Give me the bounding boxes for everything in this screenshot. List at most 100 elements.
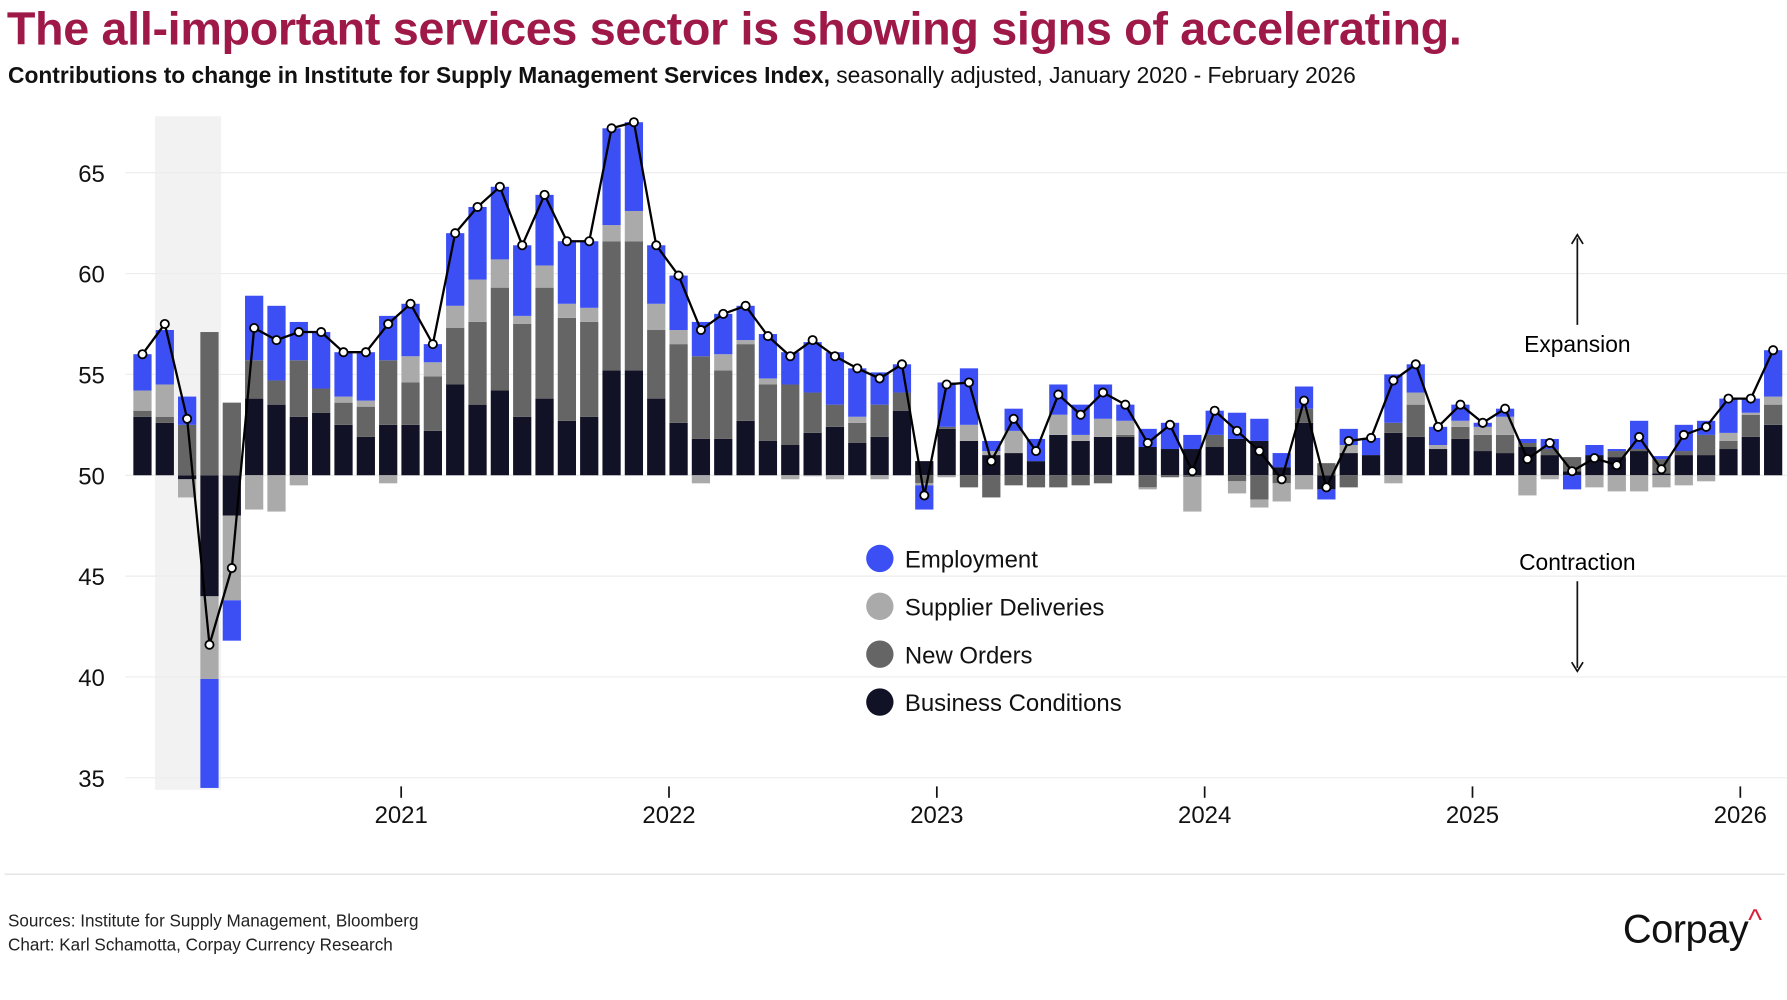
bar-supplier-deliveries [870, 475, 889, 480]
headline-point [1142, 437, 1153, 448]
y-tick-label: 35 [78, 766, 105, 793]
bar-business-conditions [1629, 451, 1649, 476]
headline-point [1366, 432, 1377, 443]
bar-supplier-deliveries [1741, 412, 1760, 415]
headline-point [718, 308, 729, 319]
bar-business-conditions [1227, 438, 1247, 476]
bar-business-conditions [178, 475, 197, 480]
bar-supplier-deliveries [1384, 475, 1403, 484]
bar-business-conditions [312, 412, 331, 476]
bar-supplier-deliveries [1719, 432, 1738, 441]
headline-point [539, 189, 550, 200]
bar-supplier-deliveries [1183, 477, 1202, 512]
headline-point [1030, 446, 1042, 457]
bar-supplier-deliveries [669, 330, 688, 345]
bar-supplier-deliveries [1607, 475, 1626, 492]
headline-point [673, 270, 684, 281]
bar-employment [1607, 449, 1626, 452]
bar-supplier-deliveries [1227, 481, 1247, 494]
bar-business-conditions [1339, 453, 1358, 476]
bar-new-orders [937, 426, 956, 429]
bar-employment [1406, 364, 1425, 393]
bar-employment [334, 352, 353, 397]
bar-supplier-deliveries [1406, 392, 1425, 405]
headline-point [651, 240, 662, 251]
headline-point [1678, 429, 1689, 440]
headline-point [1343, 435, 1354, 446]
bar-business-conditions [892, 410, 912, 476]
bar-business-conditions [446, 384, 465, 476]
y-tick-label: 40 [78, 665, 105, 692]
bar-supplier-deliveries [446, 305, 465, 328]
bar-employment [1183, 434, 1202, 450]
bar-business-conditions [1495, 453, 1515, 476]
headline-point [450, 228, 461, 239]
bar-business-conditions [1294, 422, 1314, 476]
bar-new-orders [1004, 475, 1023, 486]
bar-employment [1116, 404, 1135, 421]
bar-new-orders [1629, 449, 1649, 452]
bar-supplier-deliveries [781, 475, 800, 480]
bar-new-orders [1049, 475, 1068, 488]
headline-point [1254, 446, 1265, 457]
bar-employment [1205, 410, 1224, 435]
headline-point [874, 373, 885, 384]
bar-supplier-deliveries [736, 340, 755, 345]
bar-business-conditions [289, 416, 308, 476]
bar-new-orders [513, 323, 532, 417]
bar-employment [133, 354, 152, 391]
bar-new-orders [401, 382, 420, 425]
bar-supplier-deliveries [1250, 499, 1269, 508]
bar-new-orders [1495, 434, 1515, 454]
bar-supplier-deliveries [267, 475, 286, 512]
bar-employment [1585, 444, 1604, 456]
bar-business-conditions [1116, 436, 1135, 476]
headline-point [316, 327, 327, 338]
bar-new-orders [379, 360, 398, 425]
bar-supplier-deliveries [982, 451, 1001, 456]
bar-employment [1652, 456, 1671, 460]
bar-new-orders [1250, 475, 1269, 500]
bar-new-orders [1473, 434, 1492, 452]
bar-employment [423, 344, 442, 363]
legend-swatch [866, 688, 894, 716]
bar-new-orders [334, 402, 353, 425]
headline-point [494, 181, 505, 192]
bar-supplier-deliveries [624, 210, 644, 242]
chart-title: The all-important services sector is sho… [6, 2, 1462, 55]
bar-business-conditions [1473, 451, 1492, 476]
headline-point [628, 117, 639, 128]
legend-label: Supplier Deliveries [905, 594, 1104, 621]
bar-supplier-deliveries [580, 307, 599, 322]
bar-supplier-deliveries [356, 400, 375, 407]
bar-business-conditions [1026, 461, 1046, 476]
headline-point [1321, 482, 1332, 493]
bar-new-orders [1205, 434, 1224, 448]
bar-business-conditions [490, 390, 509, 476]
headline-point [807, 335, 818, 346]
bar-employment [669, 275, 688, 331]
bar-employment [155, 330, 174, 385]
bar-supplier-deliveries [178, 479, 197, 498]
bar-business-conditions [1071, 440, 1090, 476]
bar-business-conditions [513, 416, 532, 476]
contraction-label: Contraction [1519, 549, 1636, 575]
headline-point [1053, 389, 1064, 400]
bar-supplier-deliveries [1294, 475, 1314, 490]
bar-business-conditions [1160, 449, 1180, 476]
headline-point [1589, 453, 1600, 464]
annotation-expansion: Expansion [1524, 233, 1631, 357]
bar-business-conditions [468, 404, 487, 476]
bar-new-orders [1116, 434, 1135, 437]
bar-business-conditions [803, 432, 822, 476]
headline-point [584, 236, 595, 247]
headline-point [1544, 437, 1555, 448]
bar-employment [222, 600, 241, 641]
bar-new-orders [1071, 475, 1090, 486]
bar-supplier-deliveries [1049, 414, 1068, 435]
bar-supplier-deliveries [513, 315, 532, 324]
bar-employment [580, 241, 599, 308]
bar-business-conditions [1272, 467, 1291, 476]
bar-new-orders [825, 404, 845, 427]
